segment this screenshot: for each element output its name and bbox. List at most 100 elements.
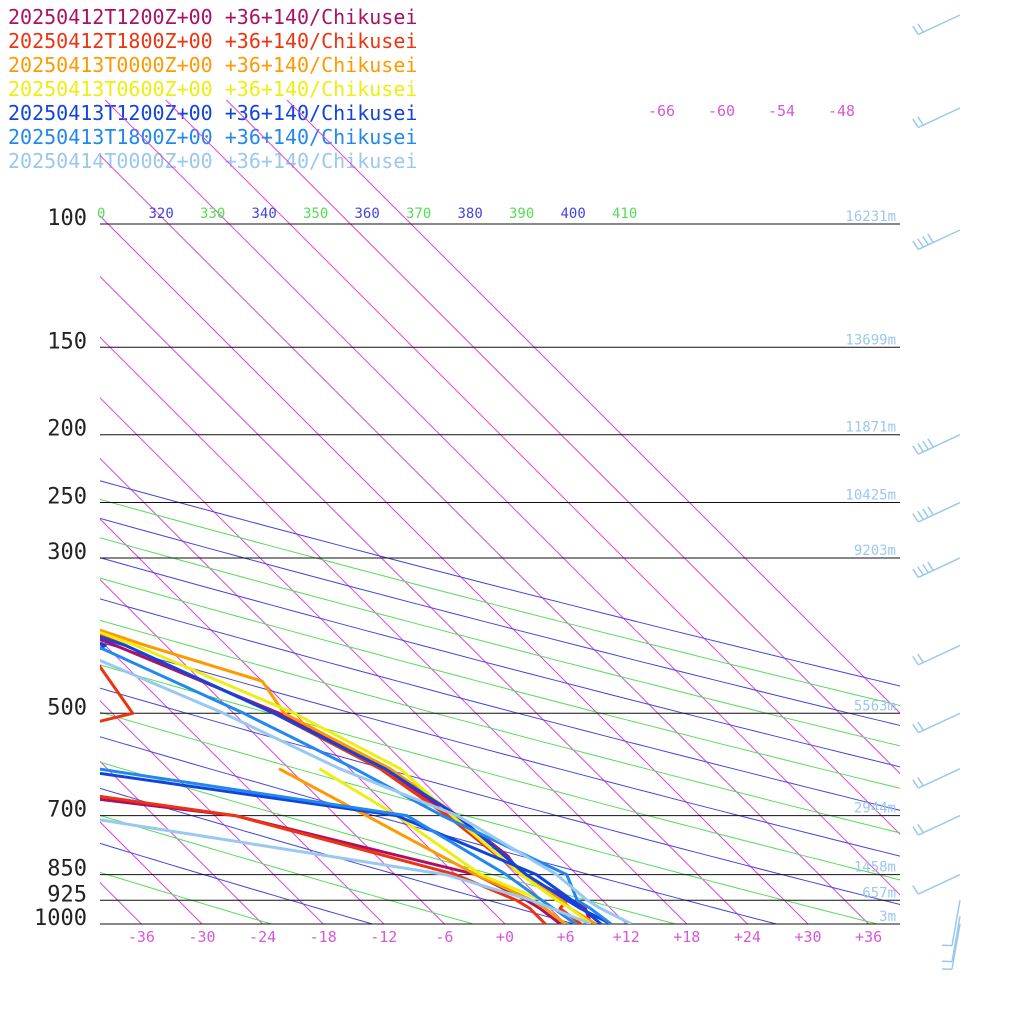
temperature-tick-label: +18 xyxy=(673,928,700,946)
isotherm-line xyxy=(100,457,566,924)
wind-barb xyxy=(941,916,961,963)
legend-entry: 20250414T0000Z+00 +36+140/Chikusei xyxy=(8,149,417,173)
dewpoint-line xyxy=(100,767,577,924)
dry-adiabat-line xyxy=(100,598,900,811)
theta-label: 320 xyxy=(149,206,174,222)
legend-entry: 20250412T1800Z+00 +36+140/Chikusei xyxy=(8,29,417,53)
isobar-grid xyxy=(100,223,900,925)
sounding-series xyxy=(100,628,632,924)
temperature-line xyxy=(100,658,632,924)
pressure-tick-label: 150 xyxy=(47,329,87,354)
temperature-tick-label: -24 xyxy=(249,928,276,946)
isotherm-line xyxy=(104,100,900,896)
isotherm-line xyxy=(100,275,748,924)
wind-barb xyxy=(912,768,961,789)
pressure-tick-label: 850 xyxy=(47,857,87,882)
dry-adiabat-line xyxy=(100,557,900,768)
theta-label: 380 xyxy=(458,206,483,222)
dry-adiabat-line xyxy=(100,641,900,857)
theta-label: 390 xyxy=(509,206,534,222)
isotherm-line xyxy=(100,639,385,924)
dry-adiabat-line xyxy=(100,577,900,789)
dry-adiabat-line xyxy=(100,687,900,906)
temperature-tick-label: +36 xyxy=(855,928,882,946)
isotherm-line xyxy=(100,518,506,924)
temperature-tick-label: -30 xyxy=(188,928,215,946)
pressure-tick-label: 925 xyxy=(47,882,87,907)
isotherm-line xyxy=(286,100,900,714)
dry-adiabat-line xyxy=(100,787,577,924)
isotherm-grid xyxy=(0,100,900,924)
temperature-tick-label: +12 xyxy=(613,928,640,946)
dry-adiabat-line xyxy=(100,814,476,924)
theta-label: 360 xyxy=(355,206,380,222)
legend-entry: 20250413T0000Z+00 +36+140/Chikusei xyxy=(8,53,417,77)
pressure-tick-label: 300 xyxy=(47,540,87,565)
temperature-tick-label: -36 xyxy=(128,928,155,946)
height-label: 10425m xyxy=(845,488,896,504)
temperature-tick-label: -6 xyxy=(435,928,453,946)
temperature-line xyxy=(100,645,612,924)
pressure-tick-label: 100 xyxy=(47,206,87,231)
height-label: 9203m xyxy=(854,543,896,559)
dewpoint-line xyxy=(100,664,547,924)
isotherm-line xyxy=(226,100,900,775)
temperature-tick-label: -12 xyxy=(370,928,397,946)
theta-label: 340 xyxy=(252,206,277,222)
dewpoint-line xyxy=(100,642,602,924)
dry-adiabat-line xyxy=(100,736,779,924)
dry-adiabat-grid xyxy=(100,480,900,924)
isotherm-line xyxy=(100,336,688,924)
isotherm-line xyxy=(165,100,900,835)
wind-barb xyxy=(912,434,961,455)
wind-barb xyxy=(912,14,961,36)
temperature-tick-label: +0 xyxy=(496,928,514,946)
wind-barb xyxy=(941,923,961,971)
pressure-tick-label: 250 xyxy=(47,485,87,510)
temperature-line xyxy=(100,630,592,924)
height-label: 657m xyxy=(862,885,896,901)
dry-adiabat-line xyxy=(100,664,900,881)
theta-label: 350 xyxy=(303,206,328,222)
height-label: 16231m xyxy=(845,209,896,225)
dry-adiabat-line xyxy=(100,842,375,924)
wind-barb xyxy=(912,229,961,251)
pressure-tick-label: 500 xyxy=(47,695,87,720)
pressure-tick-label: 200 xyxy=(47,417,87,442)
dry-adiabat-line xyxy=(100,537,900,747)
theta-label: 330 xyxy=(200,206,225,222)
wind-barb xyxy=(941,900,961,947)
temperature-tick-label: +24 xyxy=(734,928,761,946)
dewpoint-line xyxy=(100,818,592,924)
temperature-tick-label: +6 xyxy=(557,928,575,946)
pressure-tick-label: 700 xyxy=(47,798,87,823)
wind-barb xyxy=(912,107,961,129)
height-label: 2944m xyxy=(854,801,896,817)
legend-entry: 20250413T1200Z+00 +36+140/Chikusei xyxy=(8,101,417,125)
dry-adiabat-line xyxy=(100,871,273,924)
theta-label: 0 xyxy=(97,206,105,222)
height-label: 3m xyxy=(879,909,896,925)
wind-barb xyxy=(912,814,961,836)
wind-barb xyxy=(912,501,961,523)
legend-entry: 20250413T0600Z+00 +36+140/Chikusei xyxy=(8,77,417,101)
wind-barbs xyxy=(912,14,961,971)
wind-barb xyxy=(912,873,961,895)
temperature-tick-label: +30 xyxy=(794,928,821,946)
isotherm-line xyxy=(0,100,20,924)
temperature-line xyxy=(100,637,593,924)
legend-entry: 20250413T1800Z+00 +36+140/Chikusei xyxy=(8,125,417,149)
height-label: 11871m xyxy=(845,420,896,436)
height-label: 1458m xyxy=(854,860,896,876)
temperature-line xyxy=(100,635,612,924)
isotherm-line xyxy=(100,154,869,924)
wind-barb xyxy=(912,712,961,734)
height-label: 13699m xyxy=(845,332,896,348)
temperature-tick-label: -18 xyxy=(310,928,337,946)
pressure-tick-label: 1000 xyxy=(34,906,87,931)
wind-barb xyxy=(912,644,961,666)
chart-legend: 20250412T1200Z+00 +36+140/Chikusei202504… xyxy=(8,5,417,173)
wind-barb xyxy=(912,557,961,579)
theta-label: 370 xyxy=(406,206,431,222)
